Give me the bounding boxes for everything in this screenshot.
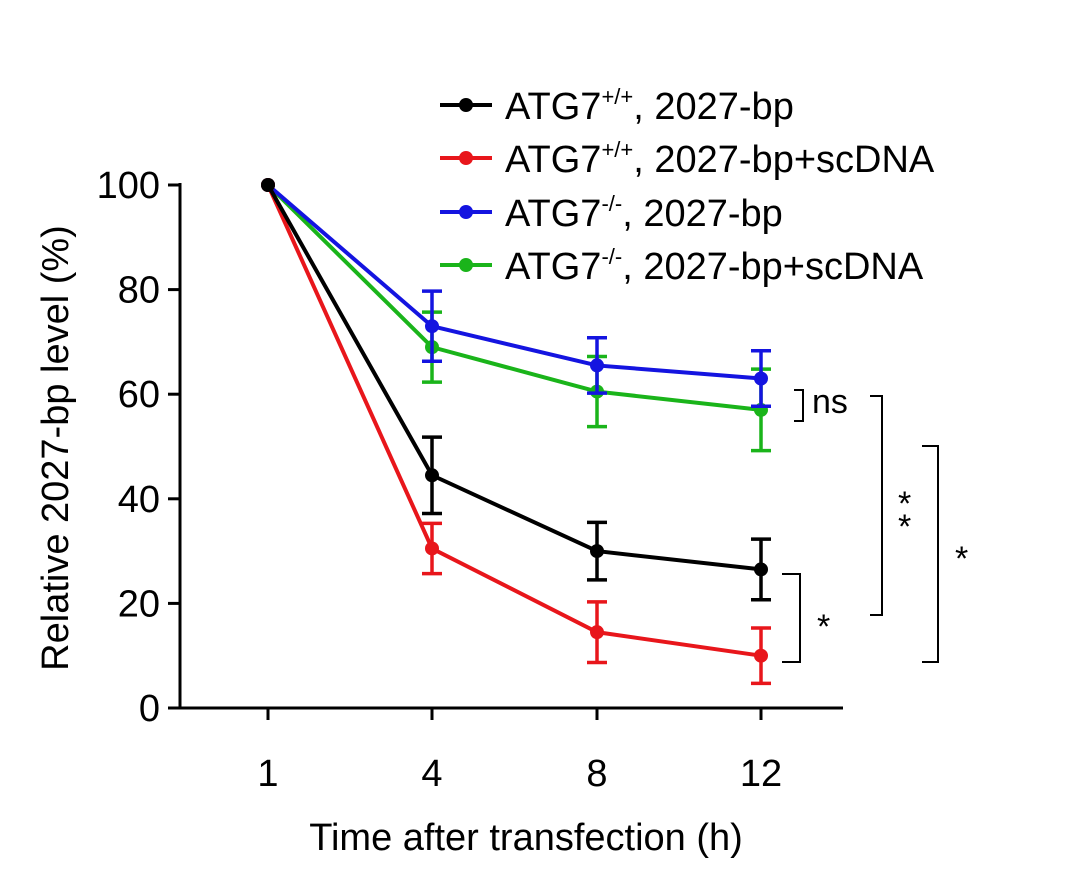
bracket-line (782, 573, 801, 663)
y-axis-title: Relative 2027-bp level (%) (35, 225, 77, 671)
data-point (754, 371, 768, 386)
bracket-star-wide: * (922, 445, 968, 663)
legend: ATG7+/+, 2027-bp ATG7+/+, 2027-bp+scDNA AT… (440, 84, 935, 288)
bracket-ns: ns (794, 383, 882, 422)
y-tick-label: 60 (118, 374, 160, 416)
sig-label: ns (812, 383, 848, 421)
legend-marker (459, 258, 473, 272)
y-tick-label: 40 (118, 479, 160, 521)
significance-annotations: ns**** (782, 383, 968, 663)
legend-label: ATG7+/+, 2027-bp+scDNA (505, 137, 935, 181)
y-tick-label: 100 (97, 165, 160, 207)
data-point (425, 319, 439, 334)
data-point (754, 648, 768, 663)
bracket-line (922, 445, 939, 663)
data-point (425, 468, 439, 483)
x-tick-label: 12 (740, 753, 782, 795)
x-tick-label: 8 (586, 753, 607, 795)
legend-label: ATG7-/-, 2027-bp+scDNA (505, 244, 924, 288)
legend-entry-1: ATG7+/+, 2027-bp+scDNA (440, 137, 935, 181)
series-line (266, 184, 762, 572)
sig-label: * (817, 608, 830, 646)
legend-entry-3: ATG7-/-, 2027-bp+scDNA (440, 244, 924, 288)
data-point (590, 625, 604, 640)
legend-entry-0: ATG7+/+, 2027-bp (440, 84, 794, 128)
sig-label: * (955, 540, 968, 578)
series-0 (261, 178, 771, 602)
data-point (754, 562, 768, 577)
y-tick-label: 80 (118, 270, 160, 312)
legend-marker (459, 205, 473, 219)
x-tick-label: 1 (257, 753, 278, 795)
legend-marker (459, 151, 473, 165)
data-point (425, 541, 439, 556)
axes: 0 20 40 60 80 100 1 4 8 12 (97, 165, 843, 795)
sig-label: * (898, 485, 911, 523)
data-point (590, 544, 604, 559)
series-line (266, 184, 762, 658)
series-2 (261, 178, 771, 408)
y-tick-label: 20 (118, 583, 160, 625)
x-tick-label: 4 (421, 753, 442, 795)
bracket-star-low: * (782, 573, 830, 663)
sig-label-2: * (898, 508, 911, 546)
bracket-double-star: ** (870, 395, 911, 616)
data-point (590, 358, 604, 373)
legend-label: ATG7+/+, 2027-bp (505, 84, 794, 128)
series-group (261, 178, 771, 686)
series-line (266, 183, 762, 412)
x-axis-title: Time after transfection (h) (309, 817, 743, 859)
legend-marker (459, 98, 473, 112)
legend-label: ATG7-/-, 2027-bp (505, 191, 783, 235)
bracket-line (870, 395, 883, 616)
bracket-line (794, 389, 804, 422)
legend-entry-2: ATG7-/-, 2027-bp (440, 191, 783, 235)
series-line (266, 183, 762, 381)
y-tick-label: 0 (139, 688, 160, 730)
data-point (261, 178, 275, 192)
